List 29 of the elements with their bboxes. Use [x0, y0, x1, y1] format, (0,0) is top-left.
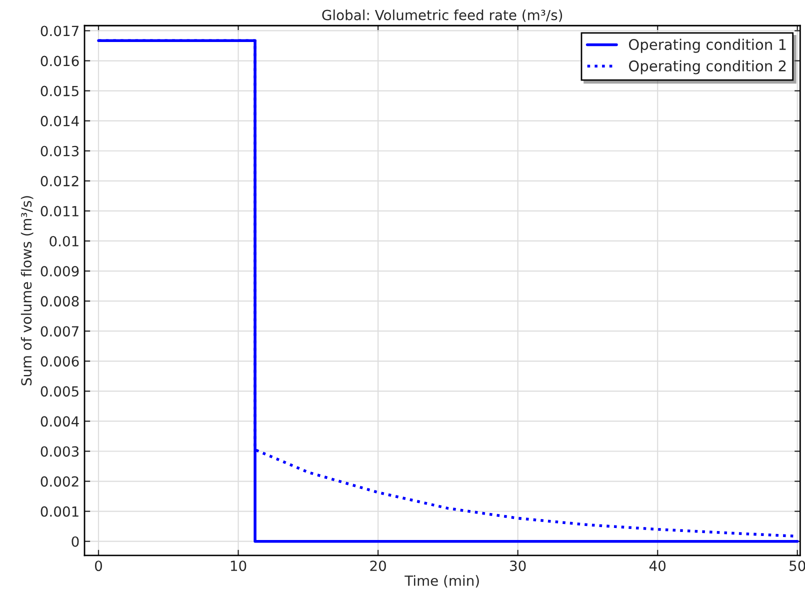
x-tick-label: 10 — [230, 560, 246, 572]
y-tick-label: 0.003 — [40, 446, 79, 457]
y-tick-label: 0.017 — [40, 26, 78, 36]
y-tick-label: 0.015 — [40, 86, 78, 96]
x-tick-label: 40 — [649, 560, 666, 572]
y-axis-title: Sum of volume flows (m³/s) — [20, 196, 34, 386]
x-tick-label: 0 — [95, 560, 102, 572]
y-tick-label: 0.004 — [40, 416, 79, 427]
y-tick-label: 0.008 — [40, 296, 79, 307]
y-tick-label: 0.014 — [40, 116, 79, 126]
y-tick-label: 0 — [72, 536, 79, 547]
y-tick-label: 0.011 — [40, 206, 78, 216]
y-tick-label: 0.001 — [40, 506, 78, 517]
x-axis-title: Time (min) — [404, 575, 479, 588]
x-tick-label: 50 — [790, 560, 805, 572]
y-tick-label: 0.012 — [40, 176, 78, 186]
y-tick-label: 0.002 — [40, 476, 78, 487]
y-tick-label: 0.016 — [40, 56, 79, 66]
y-tick-label: 0.009 — [40, 266, 79, 276]
y-tick-label: 0.007 — [40, 326, 78, 337]
y-tick-label: 0.005 — [40, 386, 78, 397]
x-tick-label: 30 — [510, 560, 526, 572]
chart-title: Global: Volumetric feed rate (m³/s) — [322, 10, 562, 22]
y-tick-label: 0.013 — [40, 146, 79, 156]
y-tick-label: 0.01 — [50, 236, 78, 246]
legend-label: Operating condition 1 — [628, 38, 786, 53]
legend-label: Operating condition 2 — [628, 60, 786, 74]
y-tick-label: 0.006 — [40, 356, 79, 367]
x-tick-label: 20 — [370, 560, 386, 572]
